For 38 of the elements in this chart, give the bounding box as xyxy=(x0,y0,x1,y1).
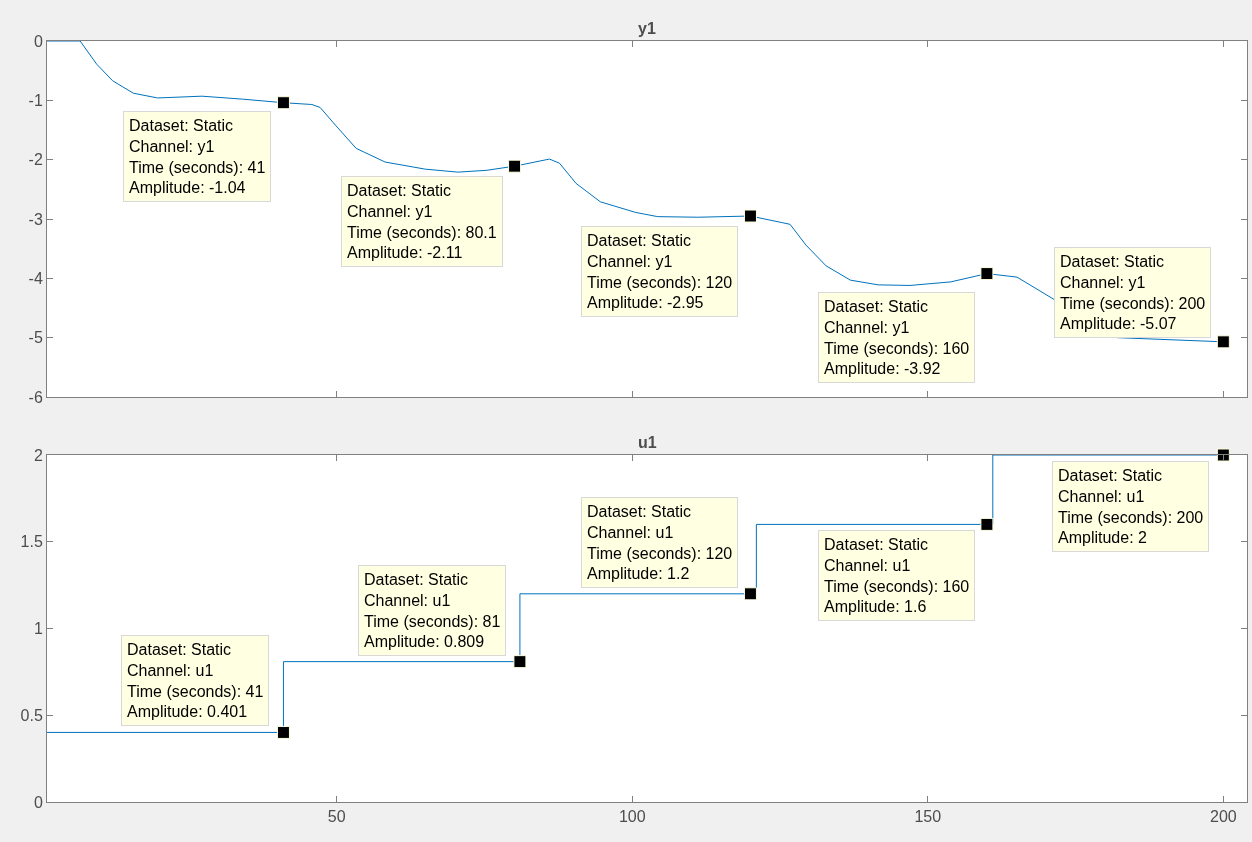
point xyxy=(743,587,757,601)
point xyxy=(1216,448,1230,462)
annotation: Dataset: Static Channel: u1 Time (seconds): 160 Amplitude: 1.6 xyxy=(824,536,970,616)
annotation: Dataset: Static Channel: y1 Time (seconds): 120 Amplitude: -2.95 xyxy=(587,232,733,312)
point xyxy=(980,267,994,281)
annotation: Dataset: Static Channel: u1 Time (seconds): 120 Amplitude: 1.2 xyxy=(587,503,733,583)
y-tick-label: -3 xyxy=(28,210,43,228)
x-tick-label: 50 xyxy=(327,808,346,826)
y-tick-label: 0.5 xyxy=(20,706,43,724)
y-tick-label: -5 xyxy=(28,329,43,347)
point xyxy=(513,655,527,669)
point xyxy=(508,159,522,173)
x-tick-label: 200 xyxy=(1210,808,1237,826)
y-tick-label: 2 xyxy=(33,446,43,464)
annotation: Dataset: Static Channel: y1 Time (seconds): 41 Amplitude: -1.04 xyxy=(129,117,266,197)
y-tick-label: -6 xyxy=(28,388,43,406)
annotation: Dataset: Static Channel: y1 Time (seconds): 160 Amplitude: -3.92 xyxy=(824,298,970,378)
point xyxy=(743,209,757,223)
annotation: Dataset: Static Channel: y1 Time (seconds): 80.1 Amplitude: -2.11 xyxy=(347,182,497,262)
y-tick-label: -1 xyxy=(28,91,43,109)
y-tick-label: 1 xyxy=(33,620,43,638)
annotation: Dataset: Static Channel: y1 Time (seconds): 200 Amplitude: -5.07 xyxy=(1060,253,1206,333)
point xyxy=(980,517,994,531)
y-tick-label: 1.5 xyxy=(20,533,43,551)
annotation: Dataset: Static Channel: u1 Time (seconds): 200 Amplitude: 2 xyxy=(1058,467,1204,547)
y-tick-label: 0 xyxy=(33,793,43,811)
annotation: Dataset: Static Channel: u1 Time (seconds): 41 Amplitude: 0.401 xyxy=(127,641,264,721)
x-tick-label: 150 xyxy=(914,808,942,826)
point xyxy=(276,96,290,110)
point xyxy=(1216,335,1230,349)
y-tick-label: -4 xyxy=(28,269,43,287)
annotation: Dataset: Static Channel: u1 Time (seconds): 81 Amplitude: 0.809 xyxy=(364,571,501,651)
chart-title: u1 xyxy=(638,434,657,451)
y-tick-label: -2 xyxy=(28,151,43,169)
chart-title: y1 xyxy=(638,20,656,37)
point xyxy=(276,725,290,739)
y-tick-label: 0 xyxy=(33,32,43,50)
x-tick-label: 100 xyxy=(618,808,646,826)
